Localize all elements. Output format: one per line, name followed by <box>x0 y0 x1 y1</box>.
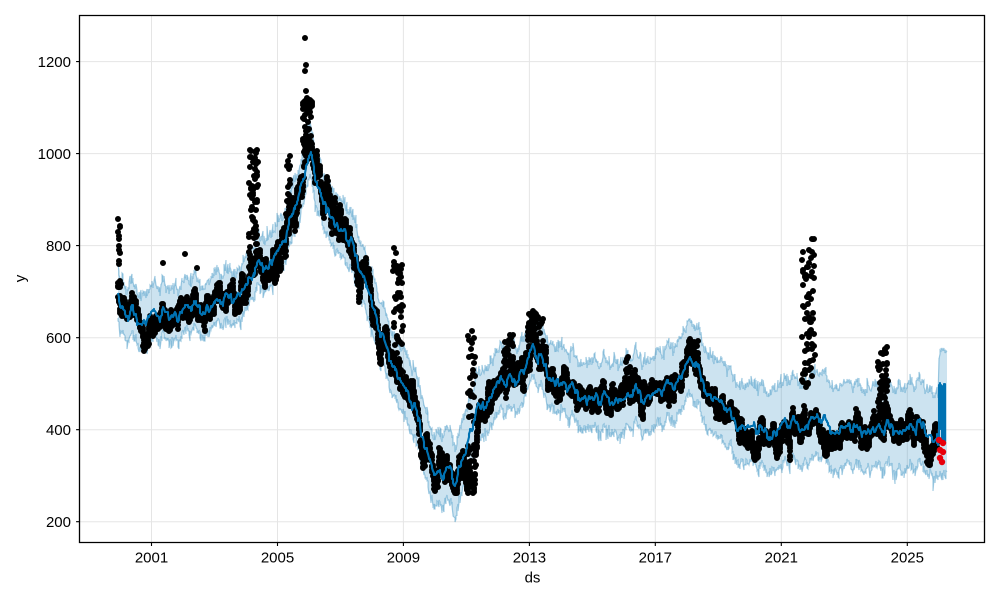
svg-text:2013: 2013 <box>513 550 546 567</box>
svg-text:600: 600 <box>46 330 71 347</box>
svg-text:2009: 2009 <box>387 550 420 567</box>
svg-text:1200: 1200 <box>38 54 71 71</box>
svg-text:2017: 2017 <box>639 550 672 567</box>
svg-text:2025: 2025 <box>891 550 924 567</box>
svg-text:200: 200 <box>46 514 71 531</box>
svg-text:800: 800 <box>46 238 71 255</box>
svg-text:400: 400 <box>46 422 71 439</box>
svg-text:y: y <box>12 274 29 282</box>
svg-text:2005: 2005 <box>261 550 294 567</box>
svg-text:2021: 2021 <box>765 550 798 567</box>
svg-text:1000: 1000 <box>38 146 71 163</box>
svg-text:2001: 2001 <box>135 550 168 567</box>
svg-text:ds: ds <box>525 570 541 587</box>
